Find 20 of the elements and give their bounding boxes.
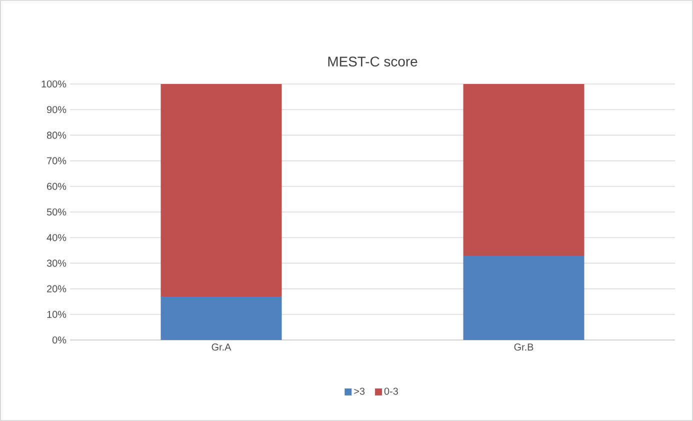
y-tick-label: 30% bbox=[46, 260, 66, 267]
y-tick-label: 100% bbox=[42, 80, 66, 88]
y-tick-label: 80% bbox=[46, 132, 66, 139]
y-tick-label: 0% bbox=[52, 336, 66, 344]
chart-title: MEST-C score bbox=[328, 56, 418, 67]
bar bbox=[160, 84, 282, 296]
bar bbox=[463, 256, 584, 340]
y-tick-label: 50% bbox=[46, 208, 66, 216]
legend-label: >3 bbox=[354, 388, 365, 395]
bar bbox=[160, 296, 282, 340]
y-tick-label: 20% bbox=[47, 285, 66, 292]
y-tick-label: 90% bbox=[47, 106, 66, 114]
y-tick-label: 10% bbox=[47, 310, 66, 318]
x-tick-label: Gr.A bbox=[212, 344, 232, 351]
y-tick-label: 40% bbox=[46, 234, 66, 242]
legend-label: 0-3 bbox=[384, 388, 398, 395]
y-tick-label: 60% bbox=[47, 182, 66, 190]
x-tick-label: Gr.B bbox=[514, 344, 534, 351]
y-tick-label: 70% bbox=[47, 157, 66, 164]
bar bbox=[463, 84, 584, 256]
